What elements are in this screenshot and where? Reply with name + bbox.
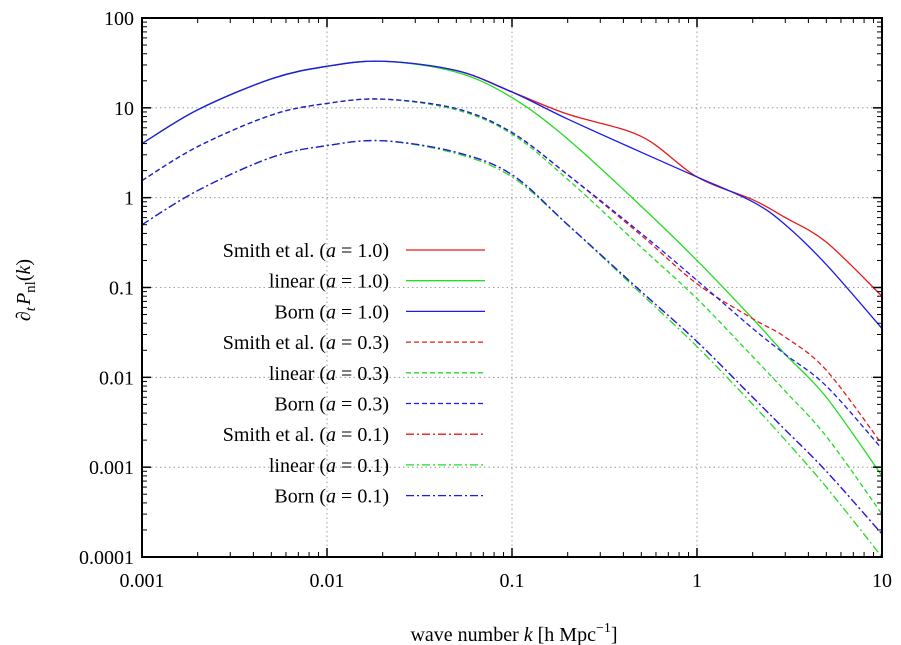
y-tick-label: 0.001 [89,457,134,479]
legend-entry-label: Born (a = 0.3) [274,394,389,416]
x-tick-label: 1 [692,570,702,592]
legend-entry-label: Smith et al. (a = 0.3) [223,332,389,354]
series-line [142,98,882,515]
x-axis-label: wave number k [h Mpc−1] [410,621,617,645]
legend-entry-label: Born (a = 0.1) [274,486,389,508]
x-tick-label: 10 [872,570,892,592]
legend-entry-label: linear (a = 0.1) [269,455,389,477]
grid [142,18,882,557]
legend-entry-label: Born (a = 1.0) [274,301,389,323]
x-tick-label: 0.001 [120,570,165,592]
x-tick-label: 0.01 [310,570,345,592]
legend-entry-label: linear (a = 1.0) [269,271,389,293]
y-tick-label: 0.01 [99,367,134,389]
legend-entry-label: Smith et al. (a = 0.1) [223,424,389,446]
y-tick-label: 100 [104,8,134,30]
y-tick-label: 0.0001 [79,547,134,569]
y-tick-label: 10 [114,98,134,120]
x-tick-label: 0.1 [500,570,525,592]
legend: Smith et al. (a = 1.0) linear (a = 1.0) Bo… [223,240,485,508]
y-tick-label: 1 [124,188,134,210]
series-line [142,60,882,329]
y-axis-label: ∂tPnl(k) [13,259,39,321]
series-line [142,60,882,477]
y-tick-label: 0.1 [109,278,134,300]
series-line [142,98,882,450]
legend-entry-label: linear (a = 0.3) [269,363,389,385]
legend-entry-label: Smith et al. (a = 1.0) [223,240,389,262]
series-layer [142,60,882,557]
series-line [142,139,882,535]
